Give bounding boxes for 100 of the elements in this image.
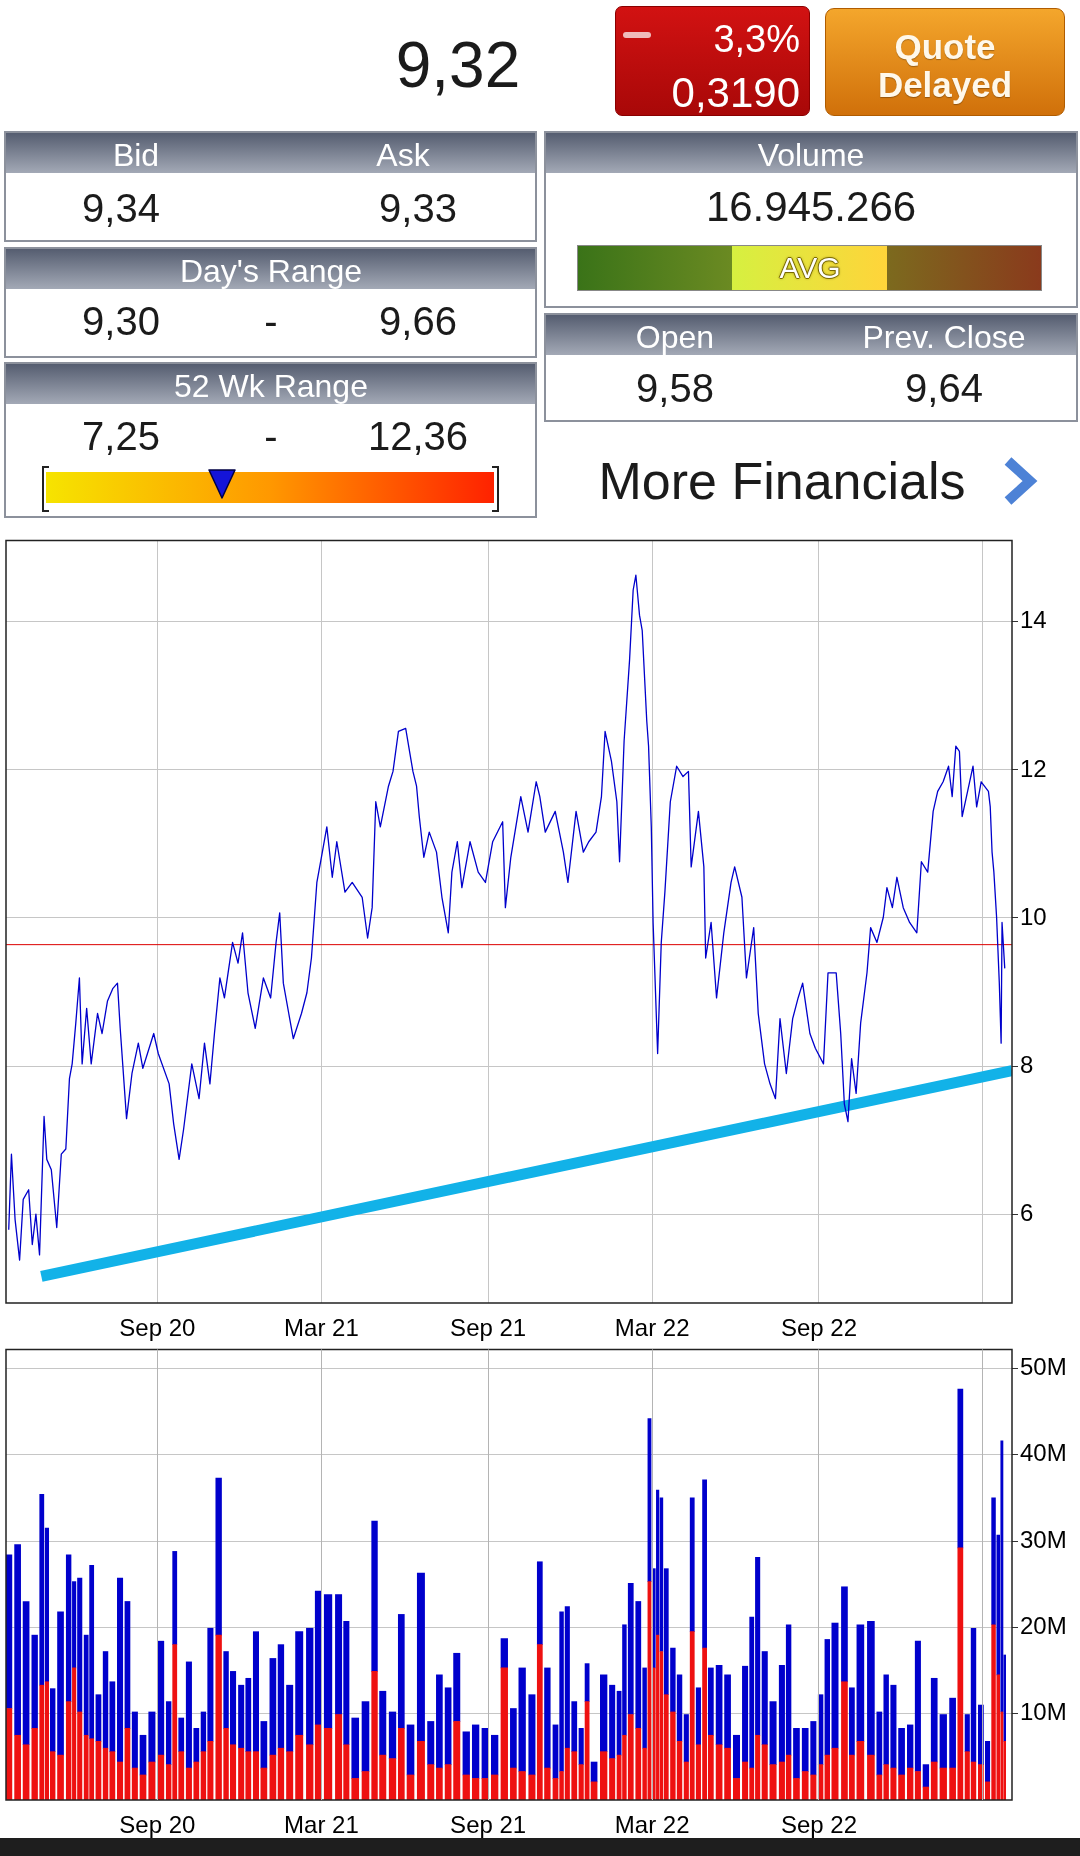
bar [930,1761,938,1800]
bar [510,1767,517,1800]
bar [949,1697,956,1769]
x-tick-label: Sep 20 [119,1811,196,1839]
bar [427,1721,435,1765]
bar [117,1761,124,1800]
y-tick-label: 30M [1020,1525,1067,1553]
y-tick-label: 12 [1020,754,1047,782]
x-tick-label: Sep 20 [119,1314,196,1342]
bar [930,1677,938,1763]
bar [295,1631,304,1736]
x-tick-label: Sep 21 [450,1811,527,1839]
bar [500,1667,508,1800]
bar [471,1778,480,1800]
bar [14,1734,21,1800]
bar [500,1638,508,1669]
bar [371,1520,378,1672]
bar [491,1734,499,1776]
text: Ask [376,136,430,174]
bar [286,1751,294,1800]
bar [724,1747,731,1800]
bar [578,1728,584,1765]
bar [178,1717,185,1752]
bar [491,1774,499,1800]
bar [388,1758,397,1800]
bar [528,1694,536,1776]
bar [536,1561,543,1645]
bar [544,1667,551,1769]
bar [148,1761,156,1800]
bar [306,1627,314,1746]
bar [761,1744,768,1800]
bar [436,1674,443,1769]
text: 9,64 [905,365,983,411]
text: - [264,413,278,459]
bar [939,1714,947,1769]
bar [277,1644,285,1749]
text: 7,25 [82,413,160,459]
bar [769,1701,777,1765]
bar [689,1497,695,1632]
bar [406,1724,415,1776]
bar [600,1751,608,1800]
bar [914,1771,921,1800]
text: 3,3% [713,18,800,62]
y-tick-label: 6 [1020,1198,1034,1226]
bar [856,1740,865,1800]
bar [416,1740,425,1800]
bar [131,1711,138,1769]
text: 9,34 [82,185,160,231]
bar [695,1687,701,1746]
bar [769,1764,777,1800]
bar [724,1674,731,1749]
bar [939,1767,947,1800]
text: 9,32 [395,29,521,103]
text: Open [635,318,715,356]
bar [518,1667,526,1772]
bar [609,1684,616,1759]
bar [148,1711,156,1763]
bar [761,1651,768,1746]
bar [49,1688,56,1752]
bar [57,1754,64,1800]
text: Volume [757,136,865,174]
x-tick-label: Mar 21 [284,1314,359,1342]
bar [707,1667,714,1736]
text: Bid [112,136,160,174]
bar [906,1767,914,1800]
text: 52 Wk Range [174,367,368,405]
x-tick-label: Sep 21 [450,1314,527,1342]
bar [914,1640,921,1772]
bar [732,1778,740,1800]
bar [856,1624,865,1742]
text: Quote Delayed [877,27,1013,104]
text: Day's Range [179,252,363,290]
bar [252,1751,260,1800]
bar [277,1747,285,1800]
bar [462,1731,470,1776]
bar [471,1724,480,1779]
bar [453,1721,461,1800]
x-tick-label: Mar 21 [284,1811,359,1839]
bar [732,1734,740,1779]
bar [397,1728,405,1800]
text: 9,66 [379,298,457,344]
text: 9,30 [82,298,160,344]
bar [117,1577,124,1763]
bar [427,1764,435,1800]
bar [793,1728,800,1779]
text: 16.945.266 [705,182,917,232]
y-tick-label: 10 [1020,902,1047,930]
bar [351,1778,360,1800]
text: AVG [779,250,841,286]
bar [922,1764,930,1788]
text: More Financials [598,452,966,512]
y-tick-label: 14 [1020,606,1047,634]
bar [609,1758,616,1800]
y-tick-label: 40M [1020,1439,1067,1467]
bar [306,1744,314,1800]
x-tick-label: Sep 22 [780,1314,857,1342]
bar [528,1774,536,1800]
bar [286,1684,294,1752]
bar [906,1724,914,1769]
bar [57,1611,64,1756]
